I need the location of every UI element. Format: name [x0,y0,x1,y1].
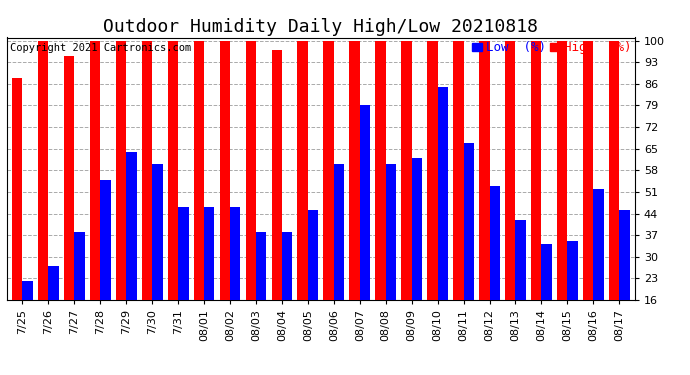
Bar [230,207,240,300]
Bar [412,158,422,300]
Bar [542,244,552,300]
Bar [375,40,386,300]
Bar [246,40,256,300]
Bar [272,50,282,300]
Text: Copyright 2021 Cartronics.com: Copyright 2021 Cartronics.com [10,43,191,53]
Legend: Low  (%), High  (%): Low (%), High (%) [470,39,633,57]
Bar [116,40,126,300]
Bar [479,40,489,300]
Bar [297,40,308,300]
Bar [609,40,619,300]
Bar [386,164,396,300]
Bar [178,207,188,300]
Bar [349,40,359,300]
Bar [75,232,85,300]
Bar [427,40,437,300]
Bar [152,164,163,300]
Bar [505,40,515,300]
Bar [48,266,59,300]
Bar [334,164,344,300]
Bar [489,186,500,300]
Bar [12,78,23,300]
Bar [515,220,526,300]
Bar [359,105,370,300]
Bar [219,40,230,300]
Bar [256,232,266,300]
Bar [126,152,137,300]
Bar [531,40,542,300]
Bar [619,210,629,300]
Bar [168,40,178,300]
Bar [402,40,412,300]
Bar [583,40,593,300]
Bar [324,40,334,300]
Bar [38,40,48,300]
Bar [100,180,110,300]
Bar [90,40,100,300]
Bar [64,56,75,300]
Bar [194,40,204,300]
Bar [464,142,474,300]
Bar [557,40,567,300]
Bar [593,189,604,300]
Bar [204,207,215,300]
Bar [308,210,318,300]
Title: Outdoor Humidity Daily High/Low 20210818: Outdoor Humidity Daily High/Low 20210818 [104,18,538,36]
Bar [567,242,578,300]
Bar [142,40,152,300]
Bar [23,282,33,300]
Bar [282,232,293,300]
Bar [437,87,448,300]
Bar [453,40,464,300]
